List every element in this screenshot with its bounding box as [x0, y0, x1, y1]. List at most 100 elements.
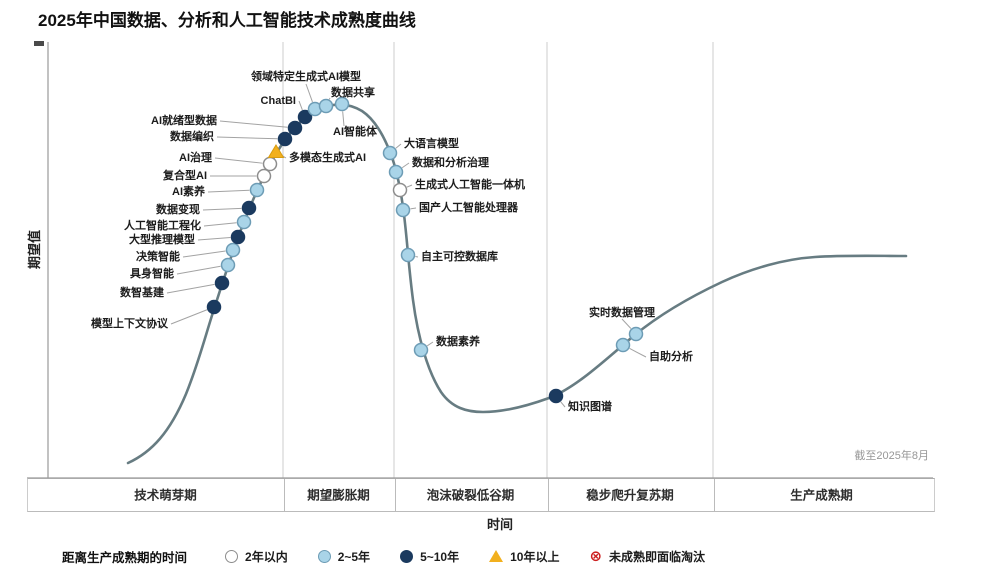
leader-line	[395, 143, 402, 149]
leader-line	[629, 348, 647, 358]
point-label: 领域特定生成式AI模型	[251, 71, 361, 83]
point-label: AI就绪型数据	[151, 115, 217, 127]
point-marker	[400, 247, 416, 263]
point-marker	[413, 342, 429, 358]
point-marker	[382, 145, 398, 161]
point-marker	[241, 200, 257, 216]
legend-light-icon	[317, 549, 331, 563]
point-marker	[225, 242, 241, 258]
phase-strip	[27, 478, 935, 512]
phase-label-3: 泡沫破裂低谷期	[426, 488, 515, 503]
point-marker-triangle	[267, 144, 285, 158]
leader-line	[415, 255, 419, 258]
point-label: 具身智能	[130, 268, 174, 280]
phase-strip-divider	[395, 479, 396, 511]
legend-item-label: 10年以上	[510, 549, 560, 564]
leader-line	[328, 97, 331, 100]
leader-line	[182, 250, 226, 258]
legend-item-label: 2年以内	[245, 549, 288, 564]
point-label: 数据和分析治理	[412, 157, 489, 169]
y-axis-label: 期望值	[27, 229, 43, 270]
point-marker	[256, 168, 272, 184]
legend-item-label: 5~10年	[420, 549, 460, 564]
point-marker	[236, 214, 252, 230]
point-marker	[206, 299, 222, 315]
leader-line	[203, 222, 237, 227]
legend-items: 2年以内 2~5年 5~10年 10年以上 ⊗ 未成熟即面临淘汰	[225, 548, 735, 565]
legend-item: 2年以内	[225, 548, 288, 565]
as-of-note: 截至2025年8月	[854, 450, 929, 462]
leader-line	[214, 157, 263, 164]
point-label: 生成式人工智能一体机	[415, 179, 525, 191]
point-marker	[548, 388, 564, 404]
legend-item-label: 未成熟即面临淘汰	[609, 549, 706, 564]
point-marker	[334, 96, 350, 112]
point-marker	[230, 229, 246, 245]
leader-line	[560, 401, 566, 408]
phase-strip-divider	[714, 479, 715, 511]
point-marker	[249, 182, 265, 198]
leader-line	[216, 136, 278, 140]
point-marker	[615, 337, 631, 353]
point-label: 决策智能	[136, 251, 180, 263]
point-marker	[262, 156, 278, 172]
leader-line	[426, 341, 434, 347]
legend-item-label: 2~5年	[337, 549, 371, 564]
point-label: 人工智能工程化	[124, 220, 201, 232]
leader-line	[176, 265, 221, 275]
leader-line	[170, 309, 208, 325]
leader-line	[342, 111, 345, 127]
leader-line	[207, 189, 250, 193]
point-label: 多模态生成式AI	[289, 152, 366, 164]
point-label: 实时数据管理	[589, 307, 655, 319]
phase-label-2: 期望膨胀期	[307, 488, 370, 503]
leader-line	[406, 184, 413, 188]
point-label: 自主可控数据库	[421, 251, 498, 263]
point-label: 复合型AI	[163, 170, 207, 182]
chart-title: 2025年中国数据、分析和人工智能技术成熟度曲线	[38, 11, 416, 30]
phase-strip-divider	[284, 479, 285, 511]
phase-label-4: 稳步爬升复苏期	[586, 488, 674, 503]
point-marker	[214, 275, 230, 291]
leader-line	[305, 83, 313, 103]
legend-redx-icon: ⊗	[589, 547, 603, 565]
point-marker	[395, 202, 411, 218]
point-marker	[318, 98, 334, 114]
point-label: 大型推理模型	[129, 234, 195, 246]
legend-item: 10年以上	[489, 548, 559, 565]
legend-item: ⊗ 未成熟即面临淘汰	[589, 548, 705, 565]
phase-strip-divider	[548, 479, 549, 511]
point-label: 数据变现	[156, 204, 200, 216]
leader-line	[298, 100, 303, 111]
point-marker	[392, 182, 408, 198]
point-label: AI智能体	[333, 126, 377, 138]
point-label: 模型上下文协议	[91, 318, 168, 330]
leader-line	[202, 207, 242, 211]
point-marker	[220, 257, 236, 273]
hype-curve	[126, 103, 908, 465]
legend-item: 5~10年	[400, 548, 459, 565]
legend-item: 2~5年	[317, 548, 371, 565]
point-label: 数据编织	[170, 131, 214, 143]
leader-line	[621, 318, 632, 329]
phase-label-1: 技术萌芽期	[134, 488, 197, 503]
point-label: ChatBI	[260, 95, 296, 107]
leader-line	[401, 162, 410, 169]
point-marker	[628, 326, 644, 342]
point-label: 知识图谱	[568, 401, 612, 413]
point-marker	[297, 109, 313, 125]
legend-dark-icon	[400, 549, 414, 563]
point-marker	[287, 120, 303, 136]
legend-title: 距离生产成熟期的时间	[62, 550, 188, 565]
point-label: 自助分析	[649, 351, 693, 363]
phase-label-5: 生产成熟期	[790, 488, 853, 503]
point-label: 数据共享	[331, 87, 375, 99]
point-label: 大语言模型	[404, 138, 459, 150]
point-label: 数据素养	[436, 336, 480, 348]
y-axis-top-tick	[34, 41, 44, 46]
leader-line	[219, 120, 288, 128]
leader-line	[410, 207, 417, 210]
legend-white-icon	[225, 549, 239, 563]
